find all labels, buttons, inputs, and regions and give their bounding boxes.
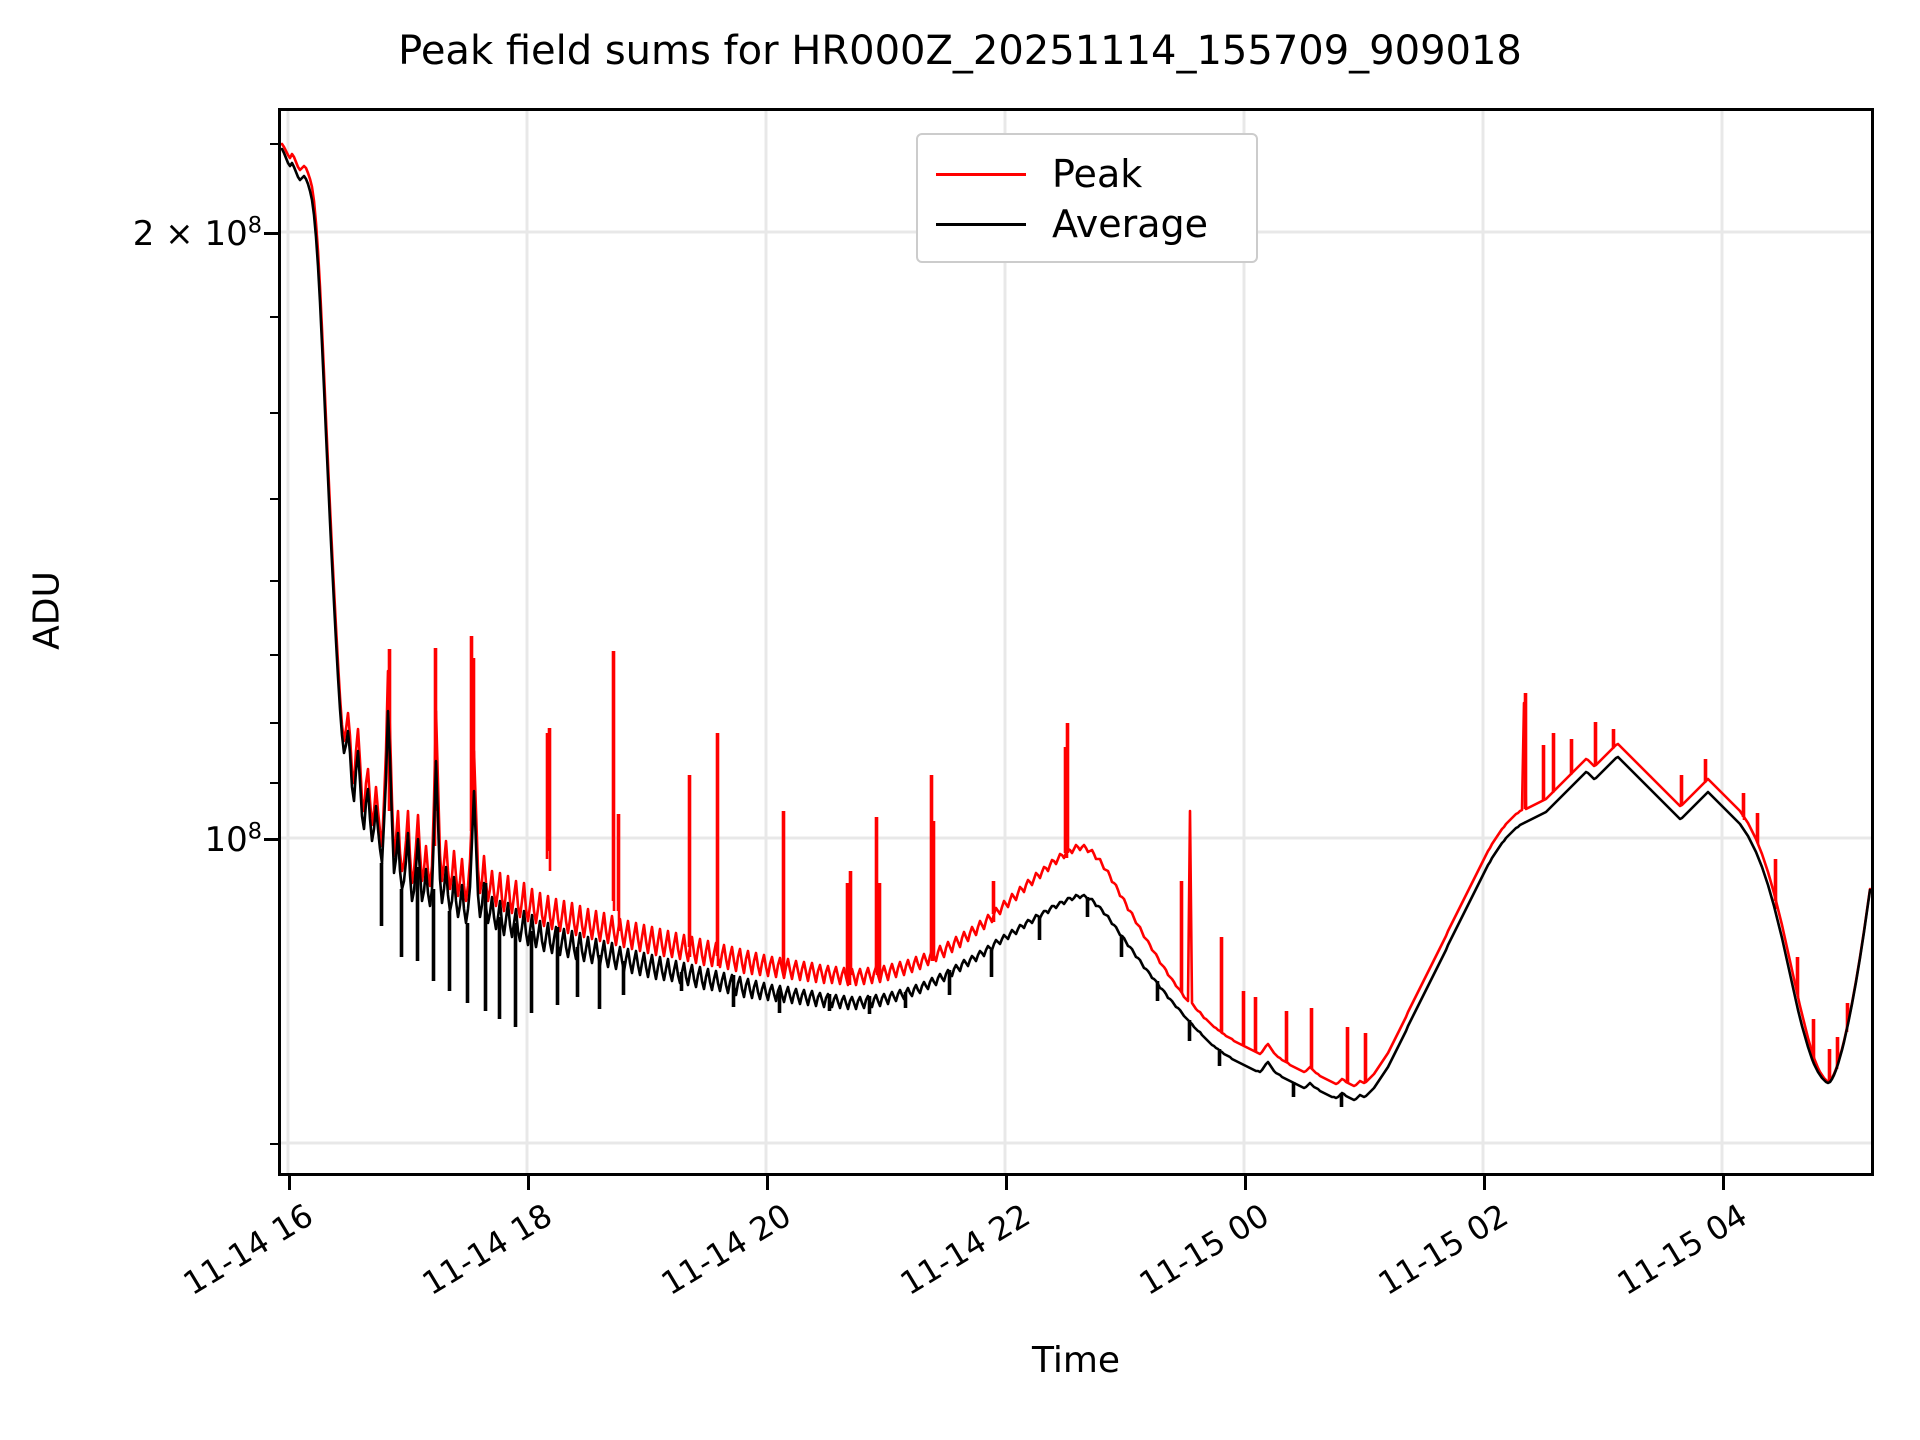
y-tick-mark-minor-3 (270, 412, 278, 414)
y-tick-mark-minor-4 (270, 498, 278, 500)
legend-swatch-peak (936, 172, 1026, 176)
x-tick-mark-0 (288, 1176, 291, 1190)
legend-label-average: Average (1052, 202, 1209, 246)
y-axis-label: ADU (26, 571, 68, 650)
x-tick-label-6: 11-15 04 (1610, 1196, 1754, 1303)
y-tick-mark-minor-6 (270, 654, 278, 656)
legend-item-peak[interactable]: Peak (936, 149, 1238, 199)
y-tick-mark-2e8 (264, 232, 278, 235)
legend-label-peak: Peak (1052, 152, 1143, 196)
legend-swatch-average (936, 222, 1026, 226)
chart-svg (281, 111, 1871, 1173)
x-tick-label-0: 11-14 16 (176, 1196, 320, 1303)
y-tick-label-2e8: 2 × 108 (132, 212, 262, 254)
y-tick-label-1e8: 108 (204, 818, 262, 860)
y-tick-mark-minor-8 (270, 782, 278, 784)
x-tick-label-3: 11-14 22 (893, 1196, 1037, 1303)
y-tick-mark-minor-7 (270, 722, 278, 724)
y-tick-mark-minor-2 (270, 316, 278, 318)
x-tick-label-1: 11-14 18 (415, 1196, 559, 1303)
series-average (281, 147, 1871, 1107)
y-tick-mark-minor-9 (270, 1143, 278, 1145)
x-tick-mark-6 (1722, 1176, 1725, 1190)
average-dips (379, 863, 1344, 1107)
x-tick-label-4: 11-15 00 (1132, 1196, 1276, 1303)
gridlines (281, 111, 1871, 1173)
chart-legend[interactable]: Peak Average (916, 133, 1258, 263)
x-tick-mark-2 (766, 1176, 769, 1190)
y-tick-mark-minor-5 (270, 580, 278, 582)
y-tick-mark-minor-1 (270, 143, 278, 145)
x-axis-label: Time (1031, 1340, 1121, 1381)
legend-item-average[interactable]: Average (936, 199, 1238, 249)
series-peak (281, 142, 1871, 1088)
x-tick-mark-1 (527, 1176, 530, 1190)
peak-spikes (387, 636, 1850, 1083)
y-tick-mark-1e8 (264, 838, 278, 841)
x-tick-label-5: 11-15 02 (1371, 1196, 1515, 1303)
page-title: Peak field sums for HR000Z_20251114_1557… (398, 28, 1522, 74)
x-tick-mark-3 (1005, 1176, 1008, 1190)
x-tick-mark-4 (1244, 1176, 1247, 1190)
x-tick-mark-5 (1483, 1176, 1486, 1190)
x-tick-label-2: 11-14 20 (654, 1196, 798, 1303)
plot-area (278, 108, 1874, 1176)
